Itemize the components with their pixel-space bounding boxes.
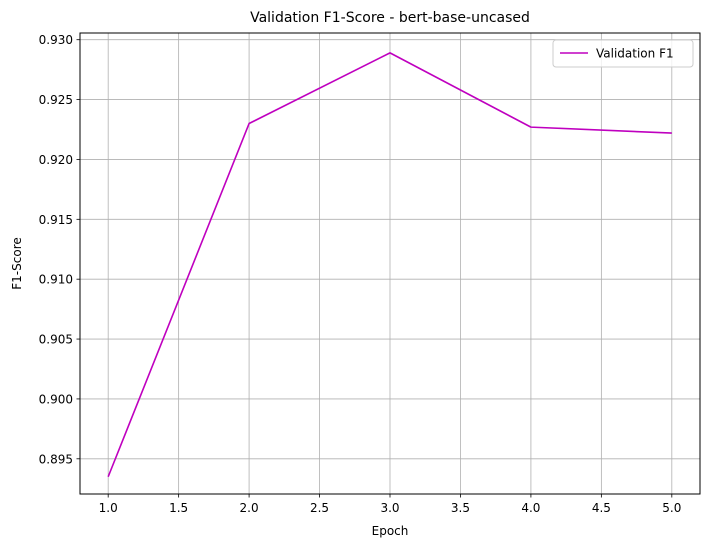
legend-label: Validation F1 [596, 47, 674, 61]
y-tick-label: 0.930 [39, 33, 73, 47]
grid-lines [80, 33, 700, 494]
y-tick-label: 0.905 [39, 333, 73, 347]
y-tick-label: 0.910 [39, 273, 73, 287]
x-tick-label: 1.5 [169, 501, 188, 515]
x-tick-label: 4.5 [592, 501, 611, 515]
y-tick-label: 0.915 [39, 213, 73, 227]
x-tick-label: 1.0 [99, 501, 118, 515]
y-tick-label: 0.925 [39, 93, 73, 107]
y-tick-label: 0.900 [39, 392, 73, 406]
x-tick-label: 4.0 [521, 501, 540, 515]
series-line [107, 52, 672, 478]
x-tick-label: 2.0 [240, 501, 259, 515]
y-tick-label: 0.895 [39, 452, 73, 466]
series-layer [107, 52, 672, 478]
legend-box [552, 39, 694, 68]
y-tick-label: 0.920 [39, 153, 73, 167]
x-tick-label: 5.0 [662, 501, 681, 515]
x-tick-label: 3.5 [451, 501, 470, 515]
chart-title: Validation F1-Score - bert-base-uncased [250, 10, 530, 26]
legend: Validation F1 [552, 39, 694, 68]
x-axis-label: Epoch [372, 524, 409, 538]
x-tick-label: 3.0 [380, 501, 399, 515]
y-axis-label: F1-Score [10, 237, 24, 289]
x-tick-label: 2.5 [310, 501, 329, 515]
axis-ticks: 1.0 1.5 2.0 2.5 3.0 3.5 4.0 4.5 5.0 0.895 0.900 0.9… [39, 33, 682, 515]
